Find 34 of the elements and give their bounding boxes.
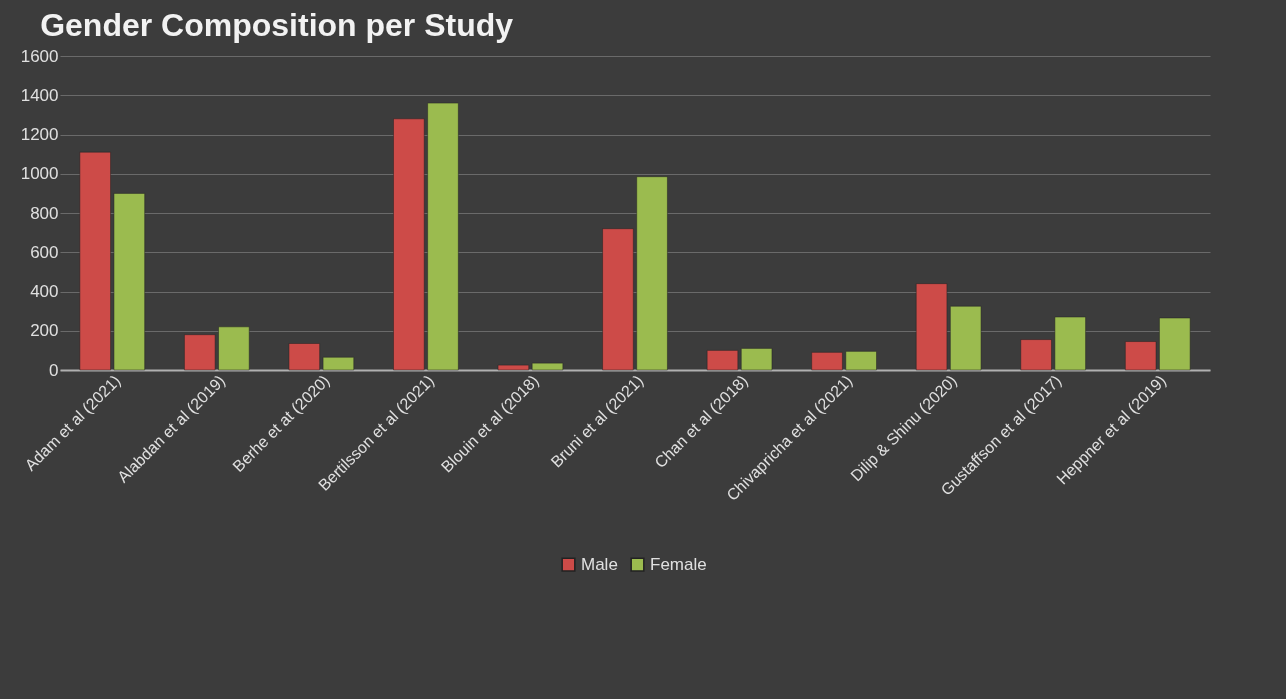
y-tick-label: 1400 [20,85,59,105]
bar [915,283,948,371]
bar [950,305,982,371]
y-tick-label: 400 [30,282,59,301]
bar [393,118,425,371]
bar [427,102,459,371]
chart-title: Gender Composition per Study [40,7,514,43]
bar [811,352,843,371]
bar [531,362,564,371]
bar [288,343,320,371]
bar [1125,341,1157,371]
bar [602,228,634,371]
bar [497,364,529,371]
y-tick-label: 1600 [20,46,59,66]
bar [845,351,877,371]
y-tick-label: 0 [49,360,59,380]
y-tick-label: 200 [30,321,59,341]
bar [79,151,111,371]
bar [218,326,250,371]
legend-label: Female [650,554,707,574]
bar [1020,339,1052,371]
bar [741,348,773,371]
bar [636,176,668,371]
bar [1159,317,1191,371]
bar [322,356,355,371]
y-tick-label: 1000 [20,164,59,184]
y-tick-label: 1200 [20,125,59,144]
bar [1054,316,1086,371]
bar [706,350,739,371]
bar [113,193,145,371]
bar [184,334,216,371]
y-tick-label: 600 [30,242,59,262]
legend-label: Male [581,554,618,574]
y-tick-label: 800 [30,203,59,223]
